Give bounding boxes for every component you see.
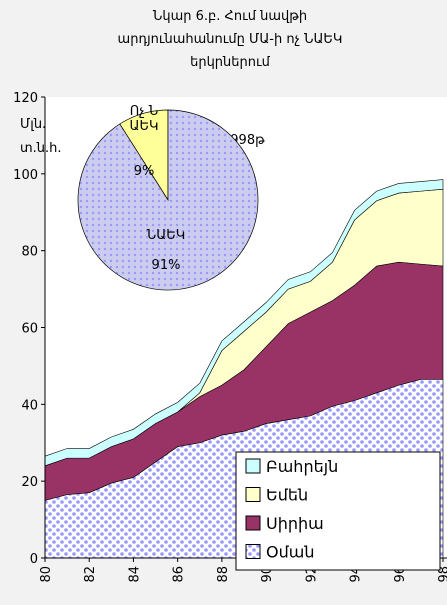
y-tick-label: 20: [21, 475, 38, 490]
legend-label: Օման: [266, 543, 314, 562]
legend-label: Սիրիա: [266, 514, 324, 533]
legend-box: [235, 451, 441, 571]
legend-swatch: [245, 544, 261, 559]
legend-label: Եմեն: [266, 486, 308, 505]
x-tick-label: 88: [216, 566, 231, 583]
legend-swatch: [245, 515, 261, 531]
chart-title: Նկար 6.բ. Հում նավթի արդյունահանումը ՄԱ-ի…: [118, 9, 343, 70]
pie-value-label: 9%: [133, 164, 155, 179]
legend-swatch: [245, 458, 261, 474]
x-tick-label: 82: [83, 566, 98, 583]
pie-label: Ոչ ՆԱԵԿ: [129, 104, 159, 134]
pie-value-label: 91%: [151, 258, 181, 273]
y-tick-label: 60: [21, 322, 38, 337]
legend-label: Բահրեյն: [266, 457, 338, 476]
y-tick-label: 0: [30, 552, 38, 567]
x-tick-label: 98: [437, 566, 447, 583]
pie-slice: [77, 109, 259, 291]
y-tick-label: 40: [21, 398, 38, 413]
y-tick-label: 100: [13, 168, 38, 183]
y-tick-label: 120: [13, 91, 38, 106]
pie-label: ՆԱԵԿ: [146, 228, 186, 243]
y-tick-label: 80: [21, 245, 38, 260]
y-axis-label: Մլն. տ.ն.հ.: [20, 117, 62, 156]
legend-swatch: [245, 487, 261, 502]
area: [44, 179, 444, 467]
x-tick-label: 80: [39, 566, 54, 583]
x-tick-label: 84: [127, 566, 142, 583]
x-tick-label: 86: [172, 566, 187, 583]
